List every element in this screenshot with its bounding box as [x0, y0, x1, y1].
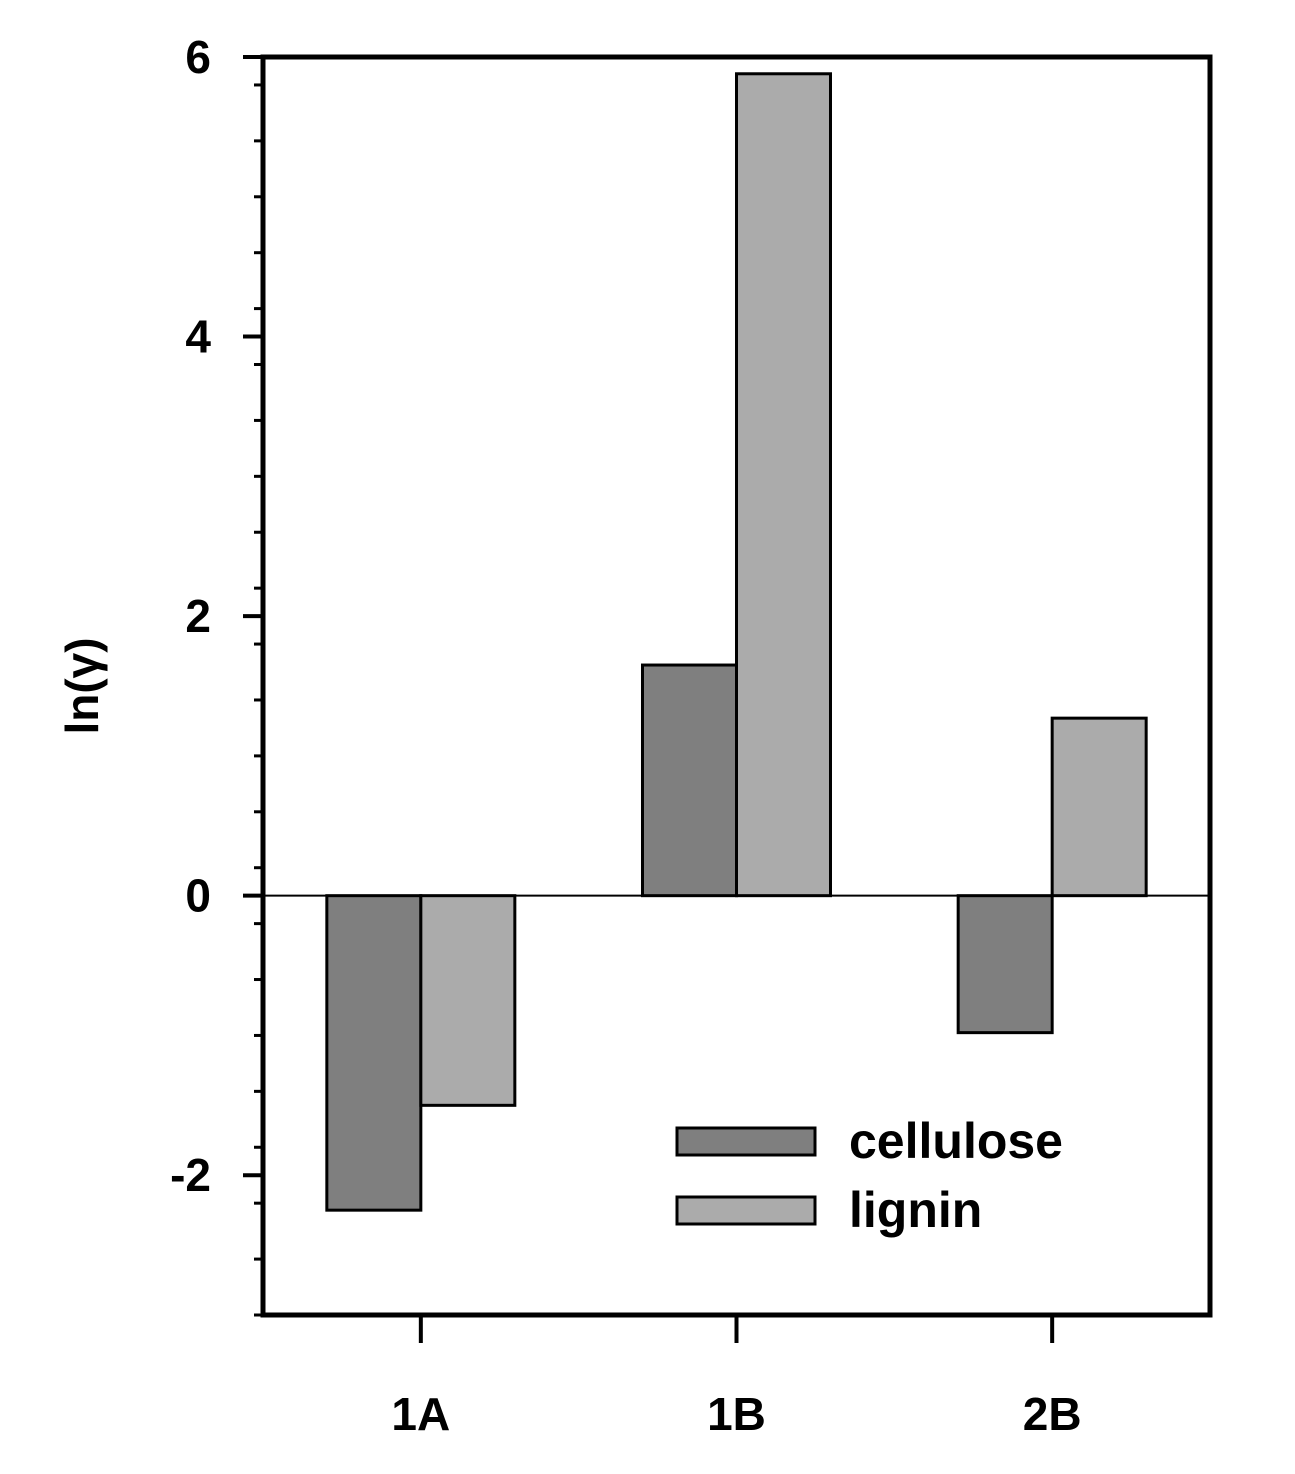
legend-label-lignin: lignin — [849, 1182, 982, 1238]
y-tick-label: 2 — [185, 590, 211, 642]
bar-lignin-1B — [735, 72, 832, 898]
bars-layer — [325, 72, 1148, 1212]
bar-lignin-1A — [419, 894, 517, 1107]
bar-cellulose-1A — [325, 894, 423, 1212]
y-tick-label: 4 — [185, 311, 211, 363]
legend-swatch-lignin — [675, 1195, 817, 1226]
bar-cellulose-2B — [956, 894, 1054, 1035]
bar-lignin-2B — [1050, 716, 1148, 898]
x-tick-label: 1A — [391, 1388, 450, 1440]
labels-layer: -2 0 2 4 6 1A 1B 2B — [170, 31, 1081, 1440]
y-tick-label: 6 — [185, 31, 211, 83]
y-tick-label: 0 — [185, 870, 211, 922]
y-axis-title: ln(γ) — [56, 637, 108, 734]
legend: cellulose lignin — [675, 1113, 1063, 1238]
legend-label-cellulose: cellulose — [849, 1113, 1063, 1169]
bar-cellulose-1B — [641, 663, 738, 898]
x-tick-label: 1B — [707, 1388, 766, 1440]
y-tick-label: -2 — [170, 1149, 211, 1201]
ticks-layer — [243, 55, 1055, 1343]
legend-swatch-cellulose — [675, 1126, 817, 1157]
x-tick-label: 2B — [1023, 1388, 1082, 1440]
